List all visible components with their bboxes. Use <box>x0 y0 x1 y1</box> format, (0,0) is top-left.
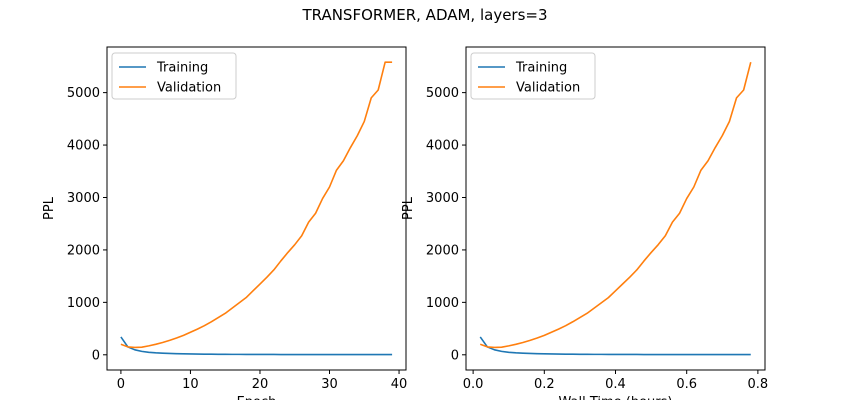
x-tick-label: 0.4 <box>605 377 626 392</box>
y-tick-label: 3000 <box>426 191 459 206</box>
axes-frame <box>106 46 407 371</box>
series-line-validation <box>479 62 752 349</box>
x-axis-label: Wall Time (hours) <box>559 395 673 400</box>
legend-label-validation: Validation <box>157 81 221 96</box>
x-tick-label: 30 <box>321 377 338 392</box>
x-tick-label: 0.2 <box>534 377 555 392</box>
y-tick-label: 1000 <box>426 296 459 311</box>
y-tick-label: 0 <box>92 348 100 363</box>
y-tick-label: 4000 <box>67 139 100 154</box>
x-axis-label: Epoch <box>237 395 277 400</box>
x-tick-label: 10 <box>182 377 199 392</box>
legend-label-training: Training <box>156 61 208 76</box>
x-tick-label: 0.8 <box>748 377 769 392</box>
legend: Training Validation <box>470 52 596 100</box>
y-tick-label: 5000 <box>426 86 459 101</box>
y-tick-label: 2000 <box>426 243 459 258</box>
x-tick-label: 0 <box>117 377 125 392</box>
legend: Training Validation <box>111 52 237 100</box>
y-tick-label: 5000 <box>67 86 100 101</box>
legend-label-training: Training <box>515 61 567 76</box>
series-line-validation <box>120 61 393 349</box>
x-tick-label: 0.0 <box>463 377 484 392</box>
y-tick-label: 0 <box>451 348 459 363</box>
plot-epoch: 0 10 20 30 40 0 1000 2000 3000 4000 5000 Epoch PPL Tr… <box>42 46 408 400</box>
y-tick-label: 3000 <box>67 191 100 206</box>
y-axis-label: PPL <box>401 196 416 220</box>
x-tick-label: 20 <box>252 377 269 392</box>
y-axis-label: PPL <box>42 196 57 220</box>
y-tick-label: 1000 <box>67 296 100 311</box>
x-tick-label: 40 <box>391 377 408 392</box>
plot-wall-time: 0.0 0.2 0.4 0.6 0.8 0 1000 2000 3000 4000 5000 Wall… <box>401 46 769 400</box>
y-tick-label: 4000 <box>426 139 459 154</box>
series-line-training <box>479 336 751 356</box>
legend-label-validation: Validation <box>516 81 580 96</box>
x-tick-label: 0.6 <box>676 377 697 392</box>
figure-title: TRANSFORMER, ADAM, layers=3 <box>301 6 547 24</box>
y-tick-label: 2000 <box>67 243 100 258</box>
series-line-training <box>120 336 393 356</box>
